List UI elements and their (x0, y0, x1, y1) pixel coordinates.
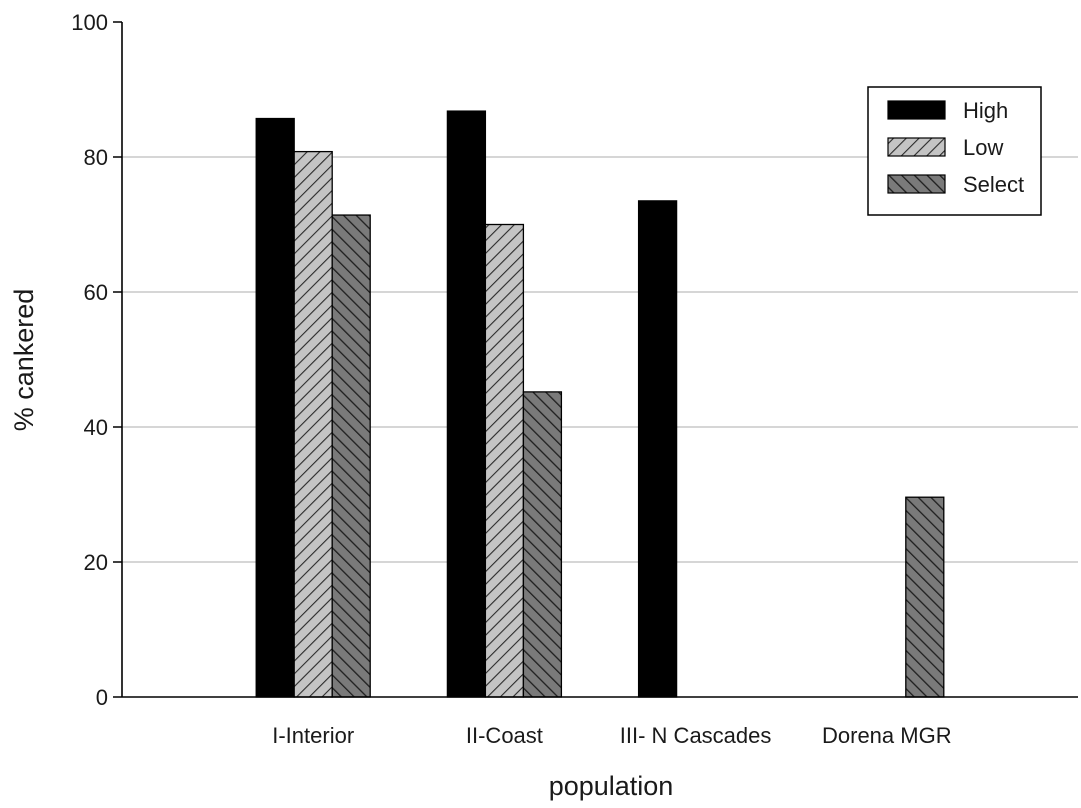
x-tick-label: I-Interior (272, 723, 354, 748)
y-tick-label: 40 (84, 415, 108, 440)
bar-high-0 (255, 117, 295, 698)
bar-select-3 (905, 496, 945, 698)
bar-high-2 (637, 200, 678, 698)
y-axis-title: % cankered (9, 289, 39, 432)
legend-swatch-high (887, 100, 946, 120)
legend-label-select: Select (963, 172, 1024, 197)
tick-labels: 0 20 40 60 80 100 I-Interior II-Coast III- N Cas… (71, 10, 951, 748)
legend-swatch-low (887, 137, 946, 157)
x-axis-title: population (549, 771, 674, 801)
bar-select-0 (331, 214, 371, 698)
bar-select-1 (522, 391, 563, 698)
y-tick-label: 80 (84, 145, 108, 170)
bar-high-1 (446, 110, 487, 698)
x-tick-label: III- N Cascades (620, 723, 772, 748)
axes (113, 21, 1078, 698)
y-tick-label: 60 (84, 280, 108, 305)
legend-label-high: High (963, 98, 1008, 123)
y-tick-label: 0 (96, 685, 108, 710)
legend: High Low Select (867, 86, 1042, 216)
x-tick-label: Dorena MGR (822, 723, 952, 748)
bars (255, 110, 945, 698)
y-tick-label: 100 (71, 10, 108, 35)
x-tick-label: II-Coast (466, 723, 543, 748)
legend-swatch-select (887, 174, 946, 194)
legend-label-low: Low (963, 135, 1003, 160)
bar-low-0 (293, 150, 333, 698)
y-tick-label: 20 (84, 550, 108, 575)
bar-low-1 (484, 223, 525, 698)
